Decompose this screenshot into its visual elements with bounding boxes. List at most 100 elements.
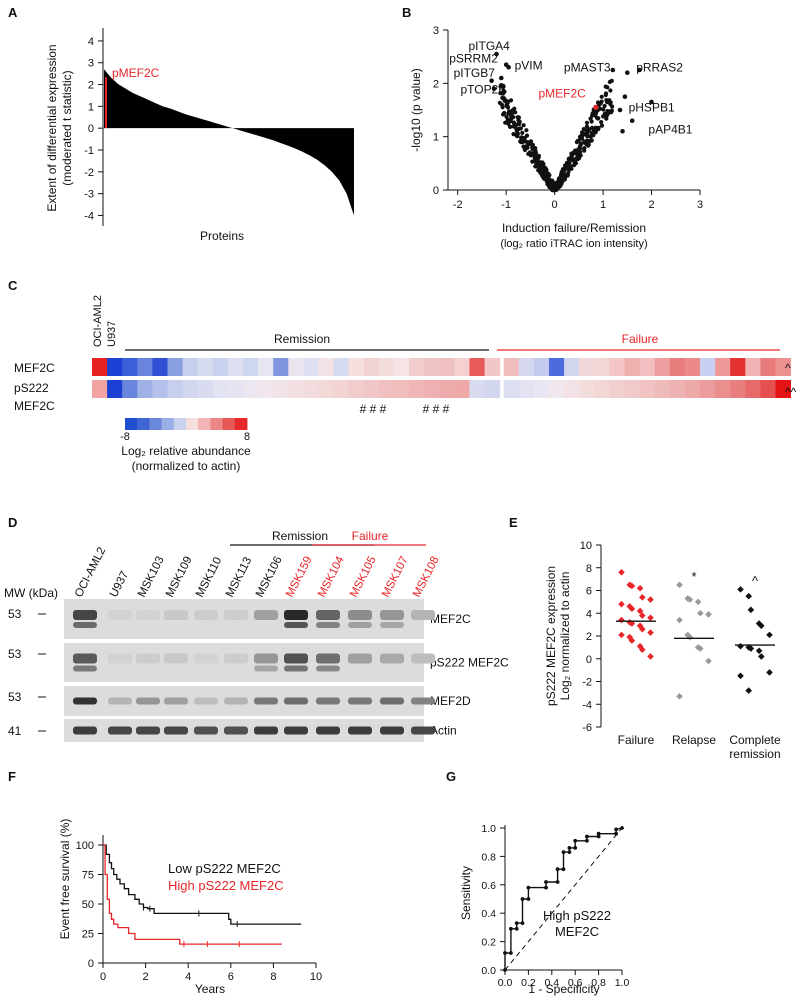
blot-band xyxy=(380,622,404,628)
blot-band xyxy=(194,697,218,705)
blot-group-failure: Failure xyxy=(352,529,389,543)
blot-band xyxy=(380,726,404,735)
panel-b-point xyxy=(511,110,516,115)
heatmap-row-mef2c: MEF2C xyxy=(14,361,55,375)
panel-e-point xyxy=(647,653,654,660)
panel-a-annotation: pMEF2C xyxy=(112,66,160,80)
heatmap-cell xyxy=(107,358,123,376)
heatmap-cell xyxy=(288,358,304,376)
blot-lane-label: OCI-AML2 xyxy=(73,546,108,600)
panel-b-point xyxy=(560,167,566,172)
blot-lane-label: MSK106 xyxy=(254,555,285,600)
panel-e-point xyxy=(628,605,636,612)
panel-b-point xyxy=(554,185,560,190)
panel-b-point xyxy=(524,128,529,133)
panel-b-point xyxy=(499,75,504,81)
panel-b-point xyxy=(517,119,522,124)
panel-b-point xyxy=(505,100,510,105)
panel-b-label: pSRRM2 xyxy=(449,52,498,66)
panel-g-roc-point xyxy=(620,826,624,830)
panel-b-xtick-label: 3 xyxy=(697,199,703,211)
panel-g-roc-point xyxy=(520,921,525,925)
heatmap-sig-mef2c: ^ xyxy=(785,361,791,375)
heatmap-legend-swatch xyxy=(210,418,223,430)
blot-band xyxy=(284,610,308,620)
heatmap-cell xyxy=(533,380,550,398)
panel-e-medians xyxy=(616,620,775,646)
blot-mw-label: 53 xyxy=(8,607,22,621)
panel-b-point xyxy=(491,86,497,91)
panel-b-xtick-label: 0 xyxy=(552,199,558,211)
heatmap-cell xyxy=(122,358,138,376)
panel-b-point xyxy=(494,51,499,57)
panel-b-point xyxy=(501,84,506,89)
panel-e-point xyxy=(747,645,755,652)
panel-f-high-curve xyxy=(103,844,282,945)
panel-e-point xyxy=(647,614,654,622)
panel-e-point xyxy=(737,672,744,680)
panel-b-point xyxy=(584,120,590,125)
panel-b-point xyxy=(617,107,623,113)
heatmap-cell xyxy=(318,358,334,376)
heatmap-cell xyxy=(243,358,259,376)
blot-mw-label: 53 xyxy=(8,690,22,704)
panel-f-xtick-label: 4 xyxy=(185,971,191,983)
panel-f-ytick-label: 0 xyxy=(88,958,94,970)
heatmap-legend-swatch xyxy=(161,418,175,430)
panel-b-label: pHSPB1 xyxy=(629,100,675,114)
panel-f-xtick-label: 0 xyxy=(100,971,106,983)
panel-b-point xyxy=(603,84,608,89)
panel-b-point xyxy=(521,123,526,128)
blot-band xyxy=(224,653,248,664)
panel-a-ytick-label: -4 xyxy=(84,210,94,222)
panel-b-point xyxy=(577,152,582,157)
panel-g-roc-point xyxy=(573,838,578,843)
panel-g-ytick-label: 0.4 xyxy=(481,908,496,920)
heatmap-cell xyxy=(167,358,183,376)
panel-e-point xyxy=(639,646,646,653)
heatmap-cell xyxy=(639,380,656,398)
panel-b-xlabel-1: Induction failure/Remission xyxy=(502,221,646,235)
heatmap-legend-bar xyxy=(125,418,248,430)
panel-g-roc-point xyxy=(561,850,566,854)
panel-g-xtick-label: 0.2 xyxy=(521,977,536,989)
heatmap-cell xyxy=(564,358,580,376)
heatmap-cell xyxy=(684,358,701,376)
panel-b-point xyxy=(539,170,544,175)
panel-g-roc-point xyxy=(544,880,548,884)
panel-b-xlabel-2: (log₂ ratio iTRAC ion intensity) xyxy=(500,238,647,250)
panel-b-point xyxy=(506,65,511,70)
panel-b-point-pmef2c xyxy=(593,104,599,110)
panel-e-ytick-label: -2 xyxy=(582,677,592,689)
panel-b-point xyxy=(525,145,530,150)
heatmap-cell xyxy=(92,380,108,398)
heatmap-cell xyxy=(303,358,319,376)
panel-b-xtick-label: -2 xyxy=(453,199,463,211)
panel-b-point xyxy=(578,141,584,146)
blot-band xyxy=(254,653,278,664)
panel-e-significance: ^ xyxy=(752,573,759,588)
panel-e-point xyxy=(628,582,636,590)
blot-band xyxy=(136,726,160,735)
heatmap-cell xyxy=(469,380,485,398)
panel-a-ytick-label: 4 xyxy=(88,36,94,48)
panel-e-point xyxy=(737,586,744,593)
panel-b-ytick-label: 3 xyxy=(433,25,439,37)
heatmap-cell xyxy=(227,380,244,398)
panel-b-point xyxy=(519,135,524,140)
blot-band xyxy=(224,610,248,620)
heatmap-cell xyxy=(394,358,410,376)
blot-band xyxy=(73,622,97,628)
panel-e-ytick-label: -6 xyxy=(582,722,592,734)
panel-f-ytick-label: 25 xyxy=(82,929,94,941)
panel-e-point xyxy=(694,598,702,606)
panel-b-point xyxy=(521,144,526,149)
heatmap-cell xyxy=(273,358,289,376)
panel-b-point xyxy=(508,98,514,103)
panel-b-point xyxy=(622,94,628,99)
panel-a-ytick-label: 1 xyxy=(88,101,94,113)
panel-f-low-curve xyxy=(103,844,302,925)
panel-g-roc-point xyxy=(509,951,513,955)
heatmap-cell xyxy=(439,358,455,376)
panel-b-point xyxy=(599,120,604,125)
